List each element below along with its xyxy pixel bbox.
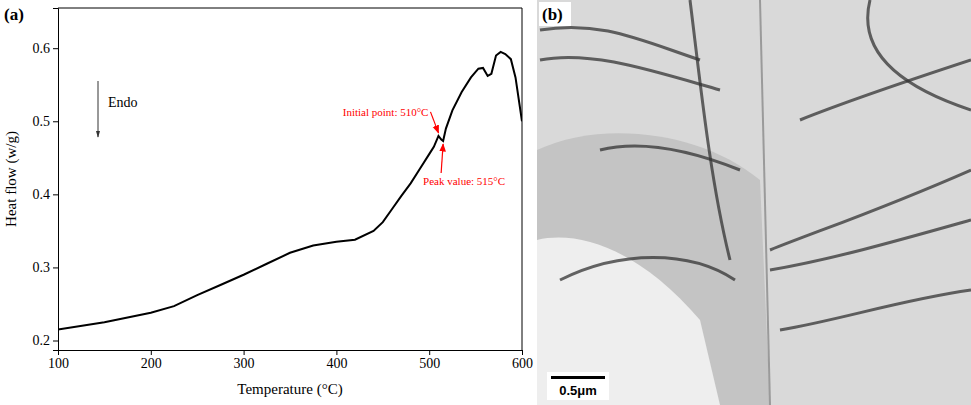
annotation: Peak value: 515°C: [423, 175, 505, 187]
x-tick: 100: [48, 350, 69, 371]
y-tick-label: 0.3: [33, 260, 51, 275]
scale-bar-background: [547, 372, 609, 400]
x-tick-mark: [336, 350, 337, 355]
bend-contour: [780, 290, 971, 330]
y-tick-mark: [53, 341, 58, 342]
y-tick-mark: [53, 121, 58, 122]
x-axis-title: Temperature (°C): [237, 381, 342, 398]
y-tick-label: 0.5: [33, 114, 51, 129]
panel-label: (b): [542, 5, 563, 24]
y-tick-label: 0.4: [33, 187, 51, 202]
panel-label: (a): [4, 5, 24, 24]
x-tick: 400: [326, 350, 347, 371]
plot-area: [58, 52, 522, 330]
bend-contour: [540, 27, 700, 60]
x-tick-mark: [429, 350, 430, 355]
y-tick: 0.4: [33, 187, 59, 202]
scale-bar: [551, 376, 605, 379]
y-axis-line: [53, 9, 59, 351]
x-axis-line: [59, 351, 523, 356]
y-tick-label: 0.6: [33, 41, 51, 56]
x-tick: 200: [141, 350, 162, 371]
y-tick-mark: [53, 48, 58, 49]
micrograph-background: [537, 0, 971, 405]
x-tick: 600: [512, 350, 533, 371]
y-tick: 0.5: [33, 114, 59, 129]
bend-contour: [868, 0, 971, 110]
y-tick: 0.2: [33, 333, 59, 348]
annotation: Initial point: 510°C: [343, 106, 429, 118]
endo-label: Endo: [108, 95, 138, 110]
y-tick-label: 0.2: [33, 333, 51, 348]
bend-contour: [600, 146, 740, 170]
bend-contour: [560, 258, 735, 281]
figure: 100 200 300 400 500 600 0.2 0.3 0.4 0.5 0.6 Tempera…: [0, 0, 971, 405]
scale-bar-label: 0.5μm: [559, 383, 597, 398]
x-tick-label: 600: [512, 356, 533, 371]
annotation-arrow: [430, 112, 438, 133]
x-tick-mark: [244, 350, 245, 355]
x-tick-label: 100: [48, 356, 69, 371]
bend-contour: [770, 170, 971, 250]
y-tick-mark: [53, 194, 58, 195]
bend-contour: [540, 57, 720, 90]
x-axis: 100 200 300 400 500 600: [48, 350, 533, 371]
x-tick-mark: [522, 350, 523, 355]
x-tick-mark: [151, 350, 152, 355]
x-tick: 500: [419, 350, 440, 371]
y-tick: 0.6: [33, 41, 59, 56]
micrograph: (b) 0.5μm: [537, 0, 971, 405]
bend-contour: [690, 0, 730, 260]
x-tick-label: 300: [234, 356, 255, 371]
y-tick: 0.3: [33, 260, 59, 275]
endo-arrow: [98, 81, 99, 137]
annotation-arrow: [441, 144, 443, 173]
bend-contour: [800, 60, 971, 120]
y-axis-title: Heat flow (w/g): [3, 131, 20, 227]
plot-frame: [58, 8, 522, 350]
panel-label-background: [539, 2, 571, 26]
dsc-curve: [58, 52, 522, 330]
x-tick: 300: [234, 350, 255, 371]
grain-region: [537, 133, 770, 405]
y-tick-mark: [53, 267, 58, 268]
x-tick-label: 200: [141, 356, 162, 371]
x-tick-label: 400: [326, 356, 347, 371]
x-tick-label: 500: [419, 356, 440, 371]
y-axis: 0.2 0.3 0.4 0.5 0.6: [33, 9, 59, 351]
grain-boundary: [760, 0, 770, 405]
bend-contour: [770, 220, 971, 270]
